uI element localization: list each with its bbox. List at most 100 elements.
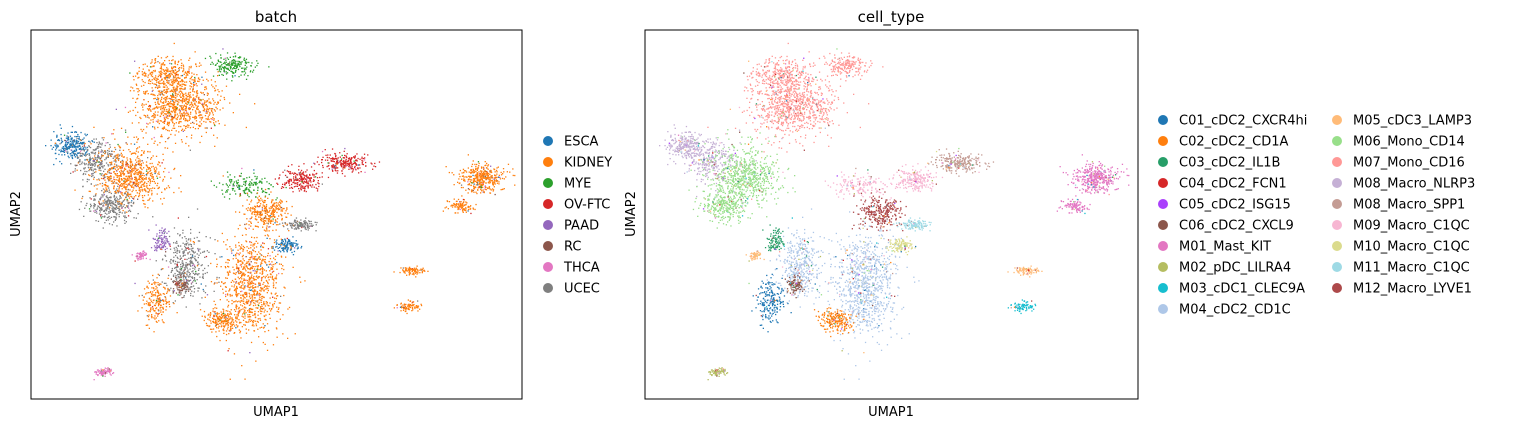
scatter-point <box>245 188 248 190</box>
scatter-point <box>221 73 223 76</box>
scatter-point <box>354 168 356 170</box>
scatter-point <box>123 219 126 222</box>
scatter-point <box>250 182 253 184</box>
scatter-point <box>188 107 190 109</box>
scatter-point <box>115 201 117 203</box>
scatter-point <box>249 282 252 285</box>
scatter-point <box>295 175 297 177</box>
scatter-point <box>289 222 292 225</box>
scatter-point <box>334 168 336 170</box>
scatter-point <box>238 175 241 177</box>
scatter-point <box>172 274 175 276</box>
scatter-point <box>259 292 261 295</box>
scatter-point <box>114 191 116 193</box>
scatter-point <box>250 184 252 186</box>
scatter-point <box>135 150 138 152</box>
scatter-point <box>354 156 356 158</box>
scatter-point <box>150 157 153 159</box>
scatter-point <box>374 166 377 168</box>
scatter-point <box>140 163 142 165</box>
scatter-point <box>254 242 256 245</box>
scatter-point <box>118 188 120 190</box>
scatter-point <box>167 101 169 103</box>
scatter-point <box>303 190 305 192</box>
scatter-point <box>309 179 312 182</box>
scatter-point <box>181 129 183 132</box>
scatter-point <box>203 108 205 110</box>
scatter-point <box>178 251 181 254</box>
scatter-point <box>187 93 189 95</box>
scatter-point <box>157 75 159 78</box>
scatter-point <box>183 286 185 288</box>
scatter-point <box>187 269 189 271</box>
scatter-point <box>177 93 179 95</box>
scatter-point <box>109 196 111 199</box>
scatter-point <box>176 270 179 272</box>
scatter-point <box>229 64 231 66</box>
scatter-point <box>126 165 128 167</box>
scatter-point <box>177 81 179 83</box>
scatter-point <box>282 183 284 185</box>
scatter-point <box>350 168 352 170</box>
scatter-point <box>180 115 182 117</box>
scatter-point <box>181 102 184 104</box>
scatter-point <box>139 191 141 193</box>
scatter-point <box>255 219 258 221</box>
scatter-point <box>62 146 64 148</box>
scatter-point <box>164 176 166 178</box>
scatter-point <box>88 146 90 148</box>
scatter-point <box>292 245 294 248</box>
scatter-point <box>334 167 336 169</box>
scatter-point <box>190 67 192 69</box>
scatter-point <box>51 148 53 150</box>
scatter-point <box>186 96 189 98</box>
scatter-point <box>129 162 132 164</box>
scatter-point <box>295 222 297 224</box>
scatter-point <box>176 103 179 105</box>
scatter-point <box>115 206 118 208</box>
scatter-point <box>234 288 236 291</box>
scatter-point <box>191 72 193 74</box>
scatter-point <box>272 220 274 222</box>
scatter-point <box>253 172 255 174</box>
scatter-point <box>185 277 187 279</box>
scatter-point <box>245 183 247 185</box>
scatter-point <box>258 304 260 307</box>
scatter-point <box>243 74 246 76</box>
scatter-point <box>133 187 135 189</box>
scatter-point <box>167 185 170 187</box>
scatter-point <box>295 240 297 242</box>
scatter-point <box>255 214 257 216</box>
scatter-point <box>127 193 130 195</box>
scatter-point <box>104 222 106 224</box>
scatter-point <box>334 152 336 155</box>
scatter-point <box>315 224 317 226</box>
scatter-point <box>192 99 194 101</box>
scatter-point <box>302 172 304 175</box>
scatter-point <box>125 175 127 177</box>
scatter-point <box>114 148 117 151</box>
scatter-point <box>68 146 71 148</box>
scatter-point <box>277 247 279 249</box>
scatter-point <box>206 112 208 114</box>
scatter-point <box>155 61 157 63</box>
scatter-point <box>215 106 217 108</box>
scatter-point <box>232 187 235 190</box>
scatter-point <box>261 307 263 310</box>
scatter-point <box>249 272 251 274</box>
scatter-point <box>339 160 341 162</box>
scatter-point <box>352 170 354 172</box>
scatter-point <box>63 147 65 149</box>
scatter-point <box>95 171 97 173</box>
scatter-point <box>177 83 179 85</box>
scatter-point <box>134 173 136 176</box>
scatter-point <box>121 159 124 162</box>
scatter-point <box>91 152 93 154</box>
scatter-point <box>235 280 238 283</box>
scatter-point <box>242 295 244 297</box>
scatter-point <box>117 157 119 160</box>
scatter-point <box>185 142 187 145</box>
scatter-point <box>226 72 229 74</box>
scatter-point <box>308 227 310 229</box>
scatter-point <box>163 89 165 91</box>
